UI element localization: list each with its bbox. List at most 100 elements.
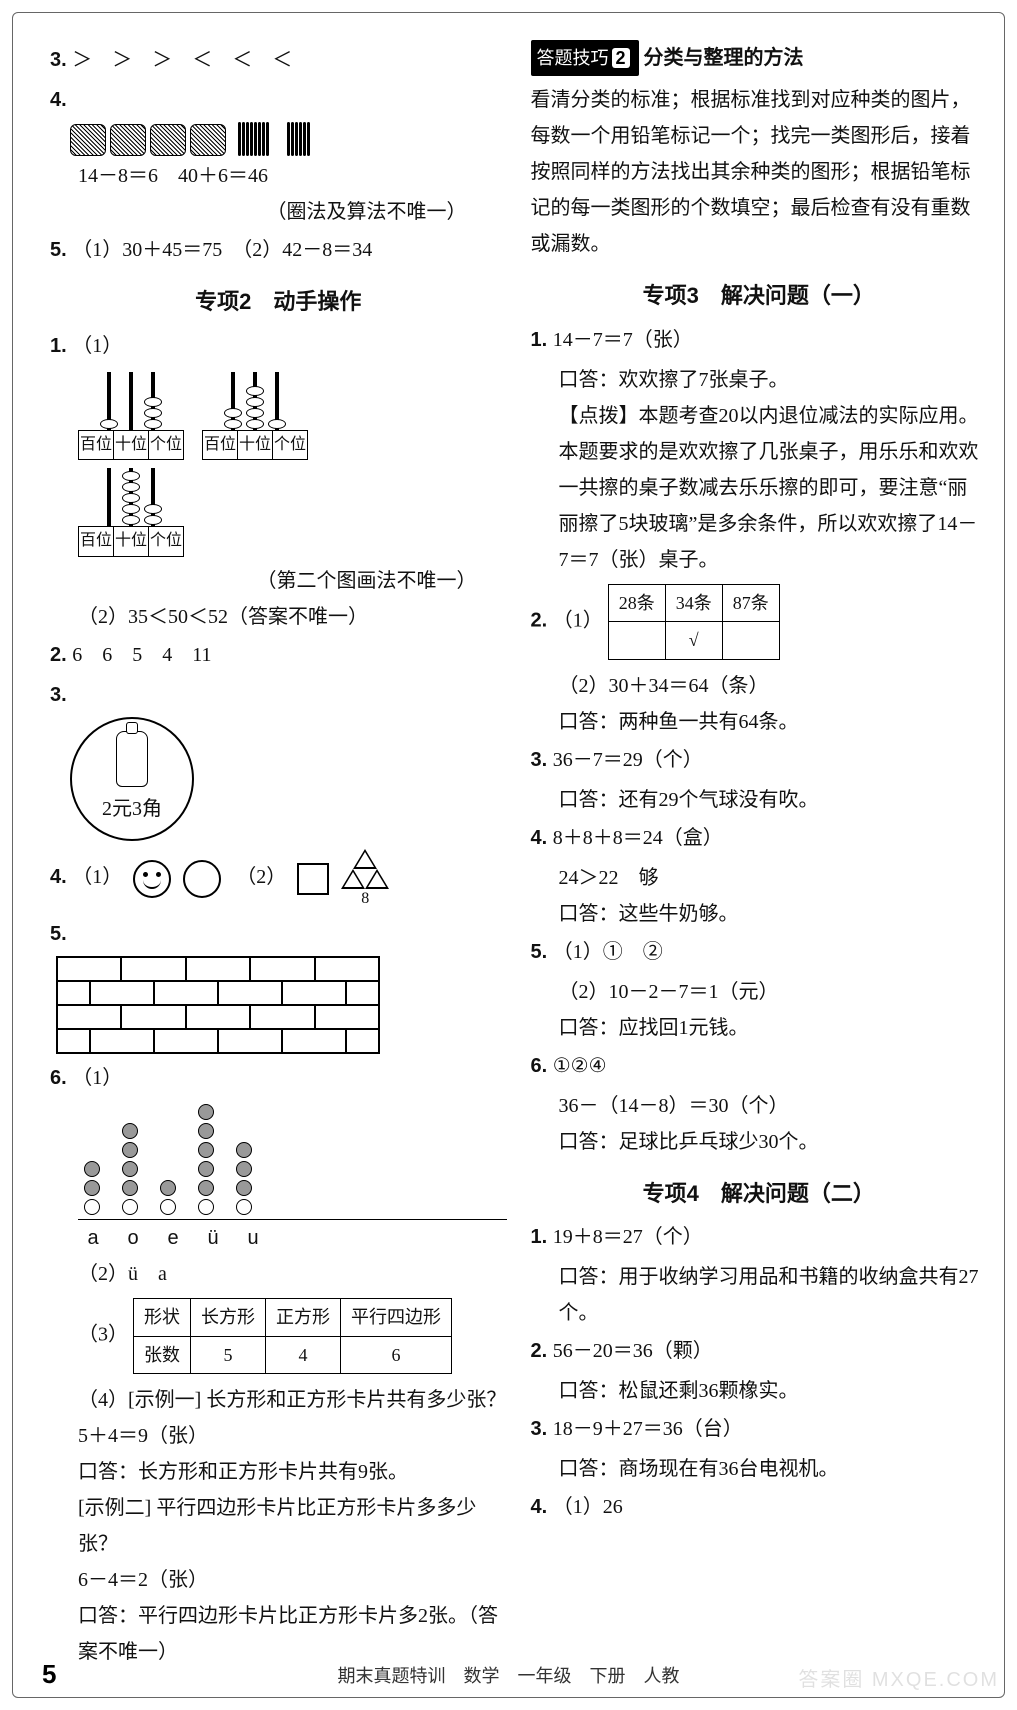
q-num: 5. bbox=[50, 923, 67, 945]
q-num: 5. bbox=[50, 239, 72, 261]
q3-answer: ＞ ＞ ＞ ＜ ＜ ＜ bbox=[72, 49, 292, 71]
td: 4 bbox=[266, 1336, 341, 1373]
pv-label: 个位 bbox=[149, 527, 183, 556]
coin-circle: 2元3角 bbox=[70, 717, 194, 841]
left-column: 3. ＞ ＞ ＞ ＜ ＜ ＜ 4. 14－8＝6 40＋6＝46 （圈法及算法不… bbox=[50, 40, 507, 1670]
q-num: 4. bbox=[50, 866, 72, 888]
s2-q6d2: 5＋4＝9（张） bbox=[78, 1418, 507, 1454]
s4-q1b: 口答：用于收纳学习用品和书籍的收纳盒共有27个。 bbox=[559, 1259, 988, 1331]
s2-q1b: （2）35＜50＜52（答案不唯一） bbox=[78, 599, 507, 635]
r-q1-hint: 【点拨】本题考查20以内退位减法的实际应用。本题要求的是欢欢擦了几张桌子，用乐乐… bbox=[559, 398, 988, 578]
brick-wall bbox=[56, 956, 380, 1054]
section2-title: 专项2 动手操作 bbox=[50, 282, 507, 322]
tip-num: 2 bbox=[612, 48, 630, 68]
bottle-icon bbox=[116, 731, 148, 787]
place-value-row: 百位十位个位 百位十位个位 bbox=[78, 370, 507, 461]
th: 34条 bbox=[665, 584, 722, 621]
s2-q6c: （3） bbox=[78, 1324, 128, 1346]
pv-label: 百位 bbox=[203, 431, 238, 460]
r-q3b: 口答：还有29个气球没有吹。 bbox=[559, 782, 988, 818]
s2-q6d5: 6－4＝2（张） bbox=[78, 1562, 507, 1598]
triangle-stack: 8 bbox=[341, 849, 389, 908]
s2-q6a: （1） bbox=[72, 1067, 122, 1089]
coin-label: 2元3角 bbox=[102, 791, 162, 827]
r-q4a: 8＋8＋8＝24（盒） bbox=[553, 827, 723, 849]
pv-label: 十位 bbox=[114, 527, 149, 556]
tip-header: 答题技巧2 分类与整理的方法 bbox=[531, 40, 988, 76]
r-q2c: 口答：两种鱼一共有64条。 bbox=[559, 704, 988, 740]
q4-expr: 14－8＝6 40＋6＝46 bbox=[78, 158, 507, 194]
r-q1a: 14－7＝7（张） bbox=[553, 329, 693, 351]
tip-body: 看清分类的标准；根据标准找到对应种类的图片，每数一个用铅笔标记一个；找完一类图形… bbox=[531, 82, 988, 262]
td: 5 bbox=[191, 1336, 266, 1373]
s2-q4a: （1） bbox=[72, 866, 122, 888]
q-num: 3. bbox=[50, 684, 67, 706]
q-num: 1. bbox=[50, 335, 72, 357]
bundle-diagram bbox=[70, 122, 507, 156]
circle-icon bbox=[183, 860, 221, 898]
s2-q4b: （2） bbox=[246, 866, 286, 888]
s2-q6d3: 口答：长方形和正方形卡片共有9张。 bbox=[78, 1454, 507, 1490]
r-q1b: 口答：欢欢擦了7张桌子。 bbox=[559, 362, 988, 398]
section3-title: 专项3 解决问题（一） bbox=[531, 276, 988, 316]
q-num: 1. bbox=[531, 329, 553, 351]
r-q6b: 36－（14－8）＝30（个） bbox=[559, 1088, 988, 1124]
q-num: 4. bbox=[50, 89, 67, 111]
r-q6c: 口答：足球比乒乓球少30个。 bbox=[559, 1124, 988, 1160]
eight-label: 8 bbox=[361, 889, 369, 908]
th: 28条 bbox=[608, 584, 665, 621]
s2-q6d6: 口答：平行四边形卡片比正方形卡片多2张。（答案不唯一） bbox=[78, 1598, 507, 1670]
th: 形状 bbox=[134, 1299, 191, 1336]
r-q5c: 口答：应找回1元钱。 bbox=[559, 1010, 988, 1046]
pv-label: 个位 bbox=[273, 431, 307, 460]
right-column: 答题技巧2 分类与整理的方法 看清分类的标准；根据标准找到对应种类的图片，每数一… bbox=[531, 40, 988, 1670]
place-value-2: 百位十位个位 bbox=[202, 370, 308, 461]
q4-note: （圈法及算法不唯一） bbox=[50, 194, 507, 230]
s4-q1a: 19＋8＝27（个） bbox=[553, 1226, 703, 1248]
q-num: 4. bbox=[531, 1496, 553, 1518]
q-num: 2. bbox=[50, 644, 72, 666]
tip-prefix: 答题技巧 bbox=[537, 48, 609, 68]
pv-label: 十位 bbox=[114, 431, 149, 460]
q5-answer: （1）30＋45＝75 （2）42－8＝34 bbox=[72, 239, 372, 261]
td bbox=[608, 622, 665, 659]
watermark: 答案圈 MXQE.COM bbox=[798, 1663, 999, 1692]
q-num: 6. bbox=[531, 1055, 553, 1077]
pv-label: 十位 bbox=[238, 431, 273, 460]
r-q5b: （2）10－2－7＝1（元） bbox=[559, 974, 988, 1010]
pv-label: 百位 bbox=[79, 431, 114, 460]
r-q5a: （1）① ② bbox=[553, 941, 663, 963]
s2-q6d4: [示例二] 平行四边形卡片比正方形卡片多多少张？ bbox=[78, 1490, 507, 1562]
r-q4b: 24＞22 够 bbox=[559, 860, 988, 896]
s4-q3b: 口答：商场现在有36台电视机。 bbox=[559, 1451, 988, 1487]
th: 长方形 bbox=[191, 1299, 266, 1336]
q-num: 6. bbox=[50, 1067, 72, 1089]
tip-suffix: 分类与整理的方法 bbox=[644, 47, 804, 69]
place-value-3: 百位十位个位 bbox=[78, 466, 184, 557]
pv-label: 个位 bbox=[149, 431, 183, 460]
pv-label: 百位 bbox=[79, 527, 114, 556]
td: 张数 bbox=[134, 1336, 191, 1373]
q-num: 4. bbox=[531, 827, 553, 849]
place-value-row: 百位十位个位 bbox=[78, 466, 507, 557]
s2-q6b: （2）ü a bbox=[78, 1256, 507, 1292]
q-num: 2. bbox=[531, 1340, 553, 1362]
r-q6a: ①②④ bbox=[553, 1055, 607, 1077]
s4-q3a: 18－9＋27＝36（台） bbox=[553, 1418, 743, 1440]
place-value-1: 百位十位个位 bbox=[78, 370, 184, 461]
s2-q2: 6 6 5 4 11 bbox=[72, 644, 211, 666]
th: 正方形 bbox=[266, 1299, 341, 1336]
square-icon bbox=[297, 863, 329, 895]
s4-q2b: 口答：松鼠还剩36颗橡实。 bbox=[559, 1373, 988, 1409]
s2-q1-label: （1） bbox=[72, 335, 122, 357]
q-num: 3. bbox=[531, 749, 553, 771]
q-num: 3. bbox=[50, 49, 72, 71]
s4-q2a: 56－20＝36（颗） bbox=[553, 1340, 713, 1362]
q-num: 3. bbox=[531, 1418, 553, 1440]
q-num: 2. bbox=[531, 609, 553, 631]
td: √ bbox=[665, 622, 722, 659]
s2-q1-note: （第二个图画法不唯一） bbox=[50, 563, 507, 599]
fish-table: 28条 34条 87条 √ bbox=[608, 584, 780, 660]
r-q4c: 口答：这些牛奶够。 bbox=[559, 896, 988, 932]
td bbox=[722, 622, 779, 659]
